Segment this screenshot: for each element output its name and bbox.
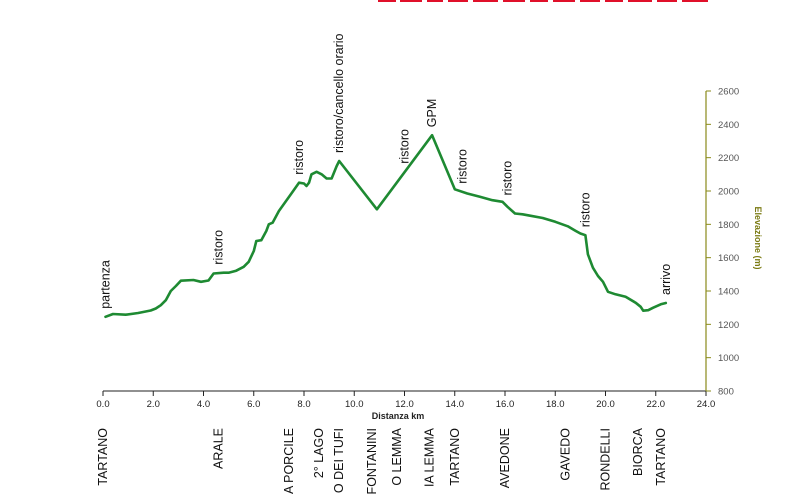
place-label: FONTANINI bbox=[365, 428, 379, 494]
x-tick-label: 2.0 bbox=[147, 399, 160, 410]
cropped-title-fragment bbox=[378, 0, 708, 2]
x-tick-label: 8.0 bbox=[297, 399, 310, 410]
y-tick-label: 1600 bbox=[718, 253, 739, 264]
place-label: 2° LAGO bbox=[312, 428, 326, 478]
annotation-label: ristoro/cancello orario bbox=[332, 33, 346, 153]
place-label: O LEMMA bbox=[390, 427, 404, 485]
annotation-label: ristoro bbox=[292, 140, 306, 175]
place-label: O DEI TUFI bbox=[332, 428, 346, 493]
annotation-label: ristoro bbox=[501, 161, 515, 196]
x-tick-label: 0.0 bbox=[96, 399, 109, 410]
annotation-label: partenza bbox=[99, 260, 113, 309]
annotation-label: ristoro bbox=[455, 149, 469, 184]
x-tick-label: 24.0 bbox=[697, 399, 716, 410]
annotation-label: ristoro bbox=[212, 230, 226, 265]
x-tick-label: 22.0 bbox=[647, 399, 666, 410]
y-tick-label: 2000 bbox=[718, 187, 739, 198]
y-tick-label: 2600 bbox=[718, 87, 739, 98]
x-tick-label: 20.0 bbox=[596, 399, 615, 410]
x-tick-label: 14.0 bbox=[446, 399, 465, 410]
place-label: RONDELLI bbox=[599, 428, 613, 491]
x-tick-label: 12.0 bbox=[395, 399, 414, 410]
place-label: A PORCILE bbox=[282, 428, 296, 494]
y-tick-label: 1800 bbox=[718, 220, 739, 231]
y-tick-label: 1000 bbox=[718, 353, 739, 364]
x-tick-label: 6.0 bbox=[247, 399, 260, 410]
x-tick-label: 16.0 bbox=[496, 399, 515, 410]
place-label: BIORCA bbox=[631, 427, 645, 476]
place-label: IA LEMMA bbox=[423, 427, 437, 487]
y-tick-label: 2400 bbox=[718, 120, 739, 131]
x-tick-label: 18.0 bbox=[546, 399, 565, 410]
place-name-labels: TARTANO ARALE A PORCILE 2° LAGO O DEI TUFI FO… bbox=[96, 427, 668, 494]
elevation-series-line bbox=[104, 133, 668, 319]
place-label: AVEDONE bbox=[498, 428, 512, 488]
place-label: GAVEDO bbox=[558, 428, 572, 481]
annotation-label: ristoro bbox=[398, 129, 412, 164]
place-label: TARTANO bbox=[654, 428, 668, 486]
x-axis-label: Distanza km bbox=[372, 411, 425, 421]
x-tick-marks bbox=[102, 391, 707, 396]
y-tick-marks bbox=[706, 90, 711, 392]
place-label: ARALE bbox=[212, 428, 226, 469]
x-tick-label: 10.0 bbox=[345, 399, 364, 410]
y-axis-label: Elevazione (m) bbox=[753, 206, 763, 269]
y-tick-label: 1200 bbox=[718, 320, 739, 331]
annotation-label: ristoro bbox=[578, 192, 592, 227]
y-tick-label: 2200 bbox=[718, 153, 739, 164]
y-tick-label: 1400 bbox=[718, 287, 739, 298]
annotation-label: GPM bbox=[425, 99, 439, 127]
x-tick-labels: 0.0 2.0 4.0 6.0 8.0 10.0 12.0 14.0 16.0 18.0 20.0 2… bbox=[96, 399, 715, 410]
place-label: TARTANO bbox=[96, 428, 110, 486]
place-label: TARTANO bbox=[448, 428, 462, 486]
x-tick-label: 4.0 bbox=[197, 399, 210, 410]
y-tick-label: 800 bbox=[718, 387, 734, 398]
route-annotations: partenza ristoro ristoro ristoro/cancello o… bbox=[99, 33, 673, 308]
annotation-label: arrivo bbox=[659, 264, 673, 295]
y-tick-labels: 800 1000 1200 1400 1600 1800 2000 2200 2400 2600 bbox=[718, 87, 739, 398]
